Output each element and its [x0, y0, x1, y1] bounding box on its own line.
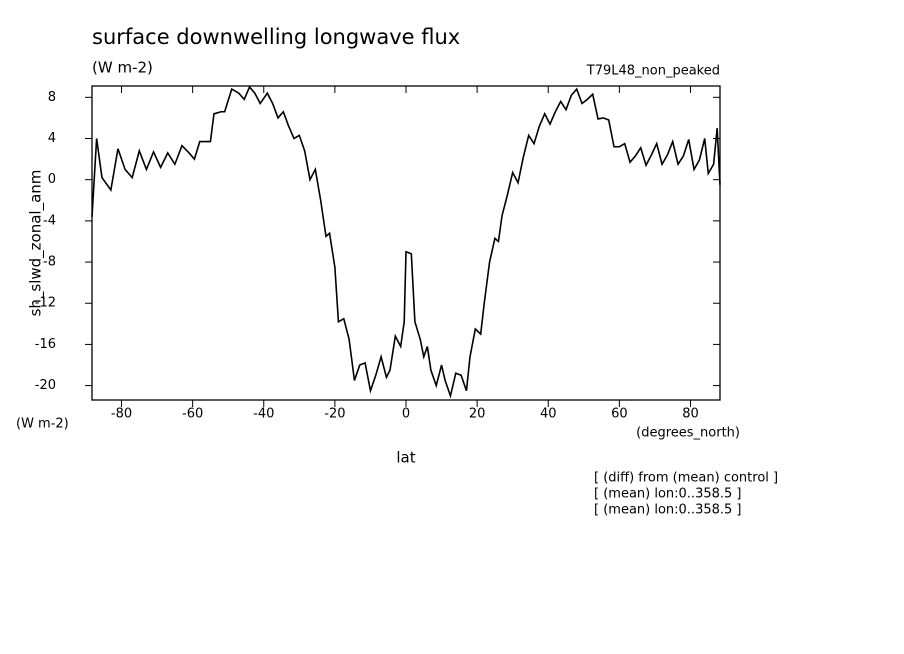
- note: [ (diff) from (mean) control ]: [594, 471, 778, 486]
- x-tick-label: -60: [182, 407, 203, 422]
- note: [ (mean) lon:0..358.5 ]: [594, 503, 742, 518]
- y-tick-label: 4: [48, 131, 56, 146]
- plot-frame: [91, 85, 721, 401]
- y-tick-label: -20: [35, 378, 56, 393]
- dataset-label: T79L48_non_peaked: [586, 64, 720, 79]
- y-tick-label: -8: [43, 255, 56, 270]
- y-tick-label: -4: [43, 213, 56, 228]
- x-units: (degrees_north): [636, 426, 740, 441]
- x-tick-label: 20: [469, 407, 486, 422]
- y-units: (W m-2): [16, 417, 69, 432]
- x-tick-label: -40: [253, 407, 274, 422]
- x-axis-label: lat: [396, 449, 415, 467]
- y-tick-label: -12: [35, 296, 56, 311]
- x-tick-label: 0: [402, 407, 410, 422]
- y-tick-label: -16: [35, 337, 56, 352]
- x-tick-label: 60: [611, 407, 628, 422]
- y-axis-label: sh_slwd_zonal_anm: [27, 170, 46, 317]
- data-line: [91, 85, 721, 399]
- y-tick-label: 8: [48, 90, 56, 105]
- x-tick-label: -80: [111, 407, 132, 422]
- units: (W m-2): [92, 59, 153, 77]
- x-tick-label: 80: [682, 407, 699, 422]
- note: [ (mean) lon:0..358.5 ]: [594, 487, 742, 502]
- x-tick-label: -20: [324, 407, 345, 422]
- y-tick-label: 0: [48, 172, 56, 187]
- x-tick-label: 40: [540, 407, 557, 422]
- chart-title: surface downwelling longwave flux: [92, 25, 460, 49]
